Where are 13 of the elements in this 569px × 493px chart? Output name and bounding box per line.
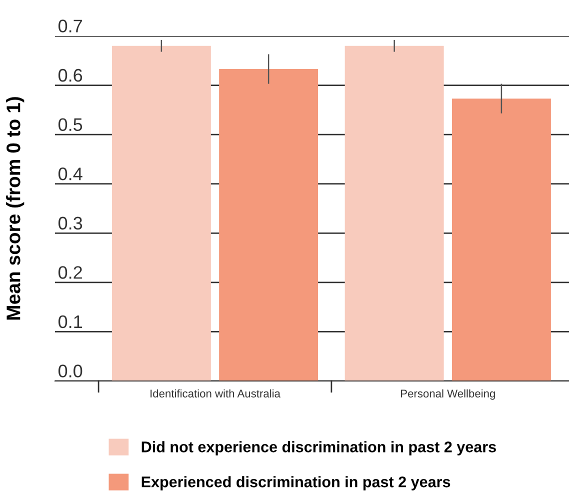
y-tick-label: 0.1 bbox=[58, 315, 82, 328]
y-tick-label: 0.5 bbox=[58, 118, 82, 132]
y-axis-title: Mean score (from 0 to 1) bbox=[6, 97, 24, 320]
y-tick-label: 0.3 bbox=[58, 216, 82, 230]
x-tick-label: Identification with Australia bbox=[150, 389, 280, 398]
y-tick-label: 0.4 bbox=[58, 168, 82, 180]
y-tick-label: 0.0 bbox=[58, 364, 82, 378]
legend-label: Experienced discrimination in past 2 years bbox=[142, 476, 450, 490]
y-tick-label: 0.7 bbox=[58, 20, 82, 32]
x-tick-label: Personal Wellbeing bbox=[401, 389, 495, 400]
y-tick-label: 0.6 bbox=[58, 68, 82, 82]
legend-label: Did not experience discrimination in past 2 years bbox=[142, 441, 496, 456]
y-tick-label: 0.2 bbox=[58, 266, 82, 279]
